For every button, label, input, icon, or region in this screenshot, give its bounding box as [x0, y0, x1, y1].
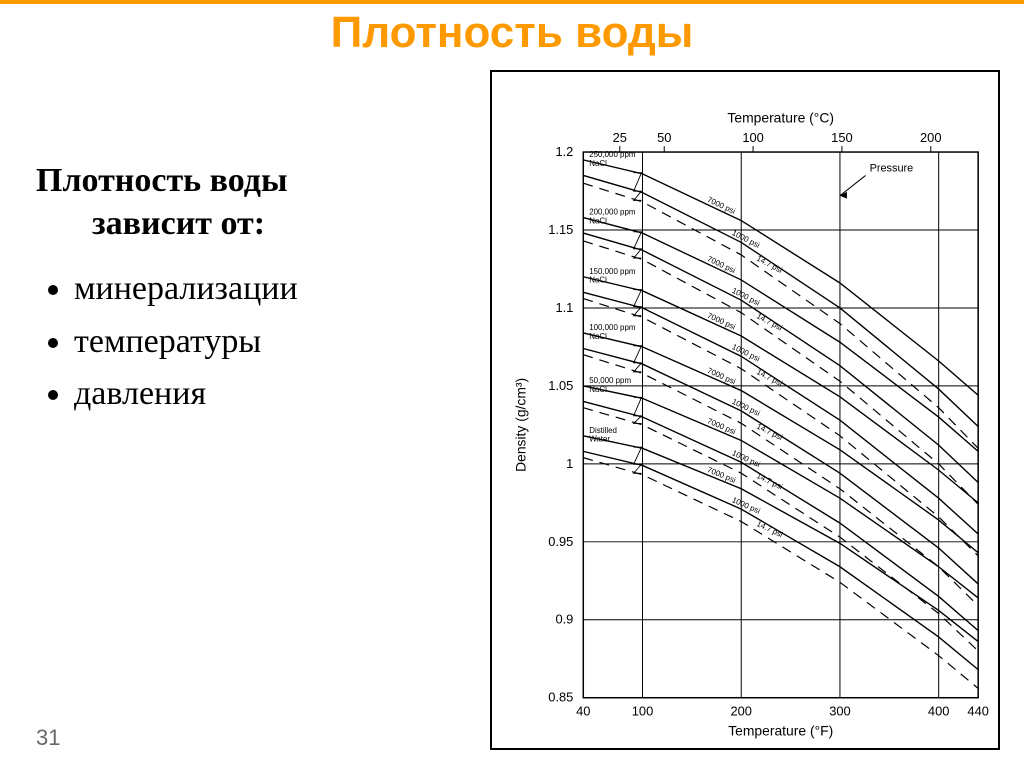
svg-text:NaCl: NaCl — [589, 276, 607, 285]
svg-text:0.85: 0.85 — [548, 690, 573, 705]
svg-text:50,000 ppm: 50,000 ppm — [589, 376, 631, 385]
bullet-item: температуры — [74, 316, 466, 369]
lead-line-1: Плотность воды — [36, 162, 288, 199]
svg-text:Pressure: Pressure — [870, 163, 914, 175]
svg-text:1: 1 — [566, 456, 573, 471]
page-number: 31 — [36, 725, 60, 751]
svg-text:Distilled: Distilled — [589, 426, 617, 435]
svg-text:NaCl: NaCl — [589, 332, 607, 341]
density-chart: 40 100 200 300 400 440 0.85 0.9 0.95 1 1.05 1.1 1.15… — [490, 70, 1000, 750]
svg-text:Temperature (°F): Temperature (°F) — [728, 722, 833, 738]
svg-text:200,000 ppm: 200,000 ppm — [589, 208, 636, 217]
bullet-item: давления — [74, 368, 466, 421]
svg-text:250,000 ppm: 250,000 ppm — [589, 150, 636, 159]
svg-text:1.05: 1.05 — [548, 378, 573, 393]
svg-text:0.95: 0.95 — [548, 534, 573, 549]
chart-svg: 40 100 200 300 400 440 0.85 0.9 0.95 1 1.05 1.1 1.15… — [492, 72, 998, 748]
svg-text:200: 200 — [730, 704, 751, 719]
svg-text:7000 psi: 7000 psi — [706, 416, 737, 436]
bullet-list: минерализации температуры давления — [60, 263, 466, 421]
svg-text:7000 psi: 7000 psi — [706, 366, 737, 386]
lead-line-2: зависит от: — [92, 203, 466, 246]
svg-text:25: 25 — [613, 130, 627, 145]
svg-text:NaCl: NaCl — [589, 216, 607, 225]
svg-text:Water: Water — [589, 435, 610, 444]
svg-text:400: 400 — [928, 704, 949, 719]
svg-text:100: 100 — [632, 704, 653, 719]
svg-text:14.7 psi: 14.7 psi — [755, 471, 784, 491]
lead-text: Плотность воды зависит от: — [36, 160, 466, 245]
svg-text:1.15: 1.15 — [548, 222, 573, 237]
svg-text:0.9: 0.9 — [555, 612, 573, 627]
svg-text:14.7 psi: 14.7 psi — [755, 311, 784, 332]
svg-text:NaCl: NaCl — [589, 385, 607, 394]
svg-text:14.7 psi: 14.7 psi — [755, 519, 784, 539]
svg-text:Density (g/cm³): Density (g/cm³) — [513, 378, 529, 472]
svg-text:Temperature (°C): Temperature (°C) — [727, 109, 834, 125]
svg-text:300: 300 — [829, 704, 850, 719]
bullet-item: минерализации — [74, 263, 466, 316]
svg-text:200: 200 — [920, 130, 941, 145]
text-column: Плотность воды зависит от: минерализации… — [36, 160, 466, 421]
top-accent-rule — [0, 0, 1024, 4]
svg-text:14.7 psi: 14.7 psi — [755, 254, 784, 275]
svg-text:50: 50 — [657, 130, 671, 145]
svg-text:7000 psi: 7000 psi — [706, 465, 737, 485]
svg-text:40: 40 — [576, 704, 590, 719]
svg-text:14.7 psi: 14.7 psi — [755, 367, 784, 388]
svg-text:150,000 ppm: 150,000 ppm — [589, 267, 636, 276]
svg-text:1.2: 1.2 — [555, 144, 573, 159]
page-title: Плотность воды — [0, 8, 1024, 58]
svg-text:NaCl: NaCl — [589, 159, 607, 168]
svg-text:100: 100 — [742, 130, 763, 145]
svg-text:100,000 ppm: 100,000 ppm — [589, 323, 636, 332]
svg-text:150: 150 — [831, 130, 852, 145]
svg-text:440: 440 — [967, 704, 988, 719]
svg-text:14.7 psi: 14.7 psi — [755, 422, 784, 443]
svg-text:1.1: 1.1 — [555, 300, 573, 315]
